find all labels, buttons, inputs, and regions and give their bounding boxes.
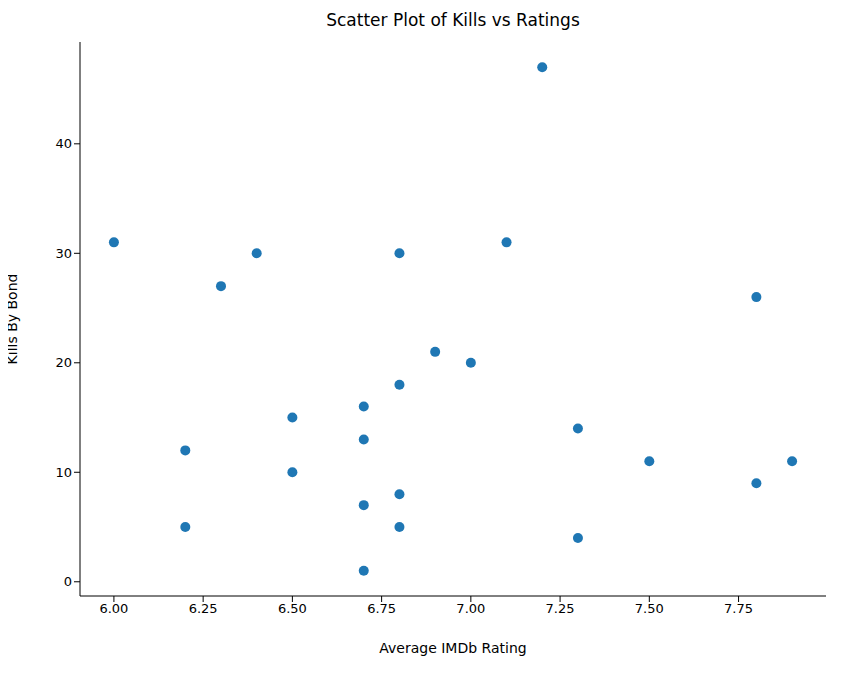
svg-text:30: 30: [55, 246, 72, 261]
svg-text:7.25: 7.25: [546, 601, 575, 616]
svg-text:Kills By Bond: Kills By Bond: [8, 274, 20, 365]
svg-text:10: 10: [55, 465, 72, 480]
svg-text:Average IMDb Rating: Average IMDb Rating: [379, 640, 526, 656]
svg-text:0: 0: [64, 574, 72, 589]
svg-text:6.00: 6.00: [99, 601, 128, 616]
svg-text:7.75: 7.75: [724, 601, 753, 616]
svg-text:6.50: 6.50: [278, 601, 307, 616]
svg-text:20: 20: [55, 355, 72, 370]
svg-text:7.00: 7.00: [456, 601, 485, 616]
svg-text:6.25: 6.25: [189, 601, 218, 616]
svg-text:6.75: 6.75: [367, 601, 396, 616]
html-text:Scatter Plot of Kills vs Ratin: Scatter Plot of Kills vs Ratings: [326, 10, 580, 30]
svg-text:7.50: 7.50: [635, 601, 664, 616]
svg-text:40: 40: [55, 136, 72, 151]
